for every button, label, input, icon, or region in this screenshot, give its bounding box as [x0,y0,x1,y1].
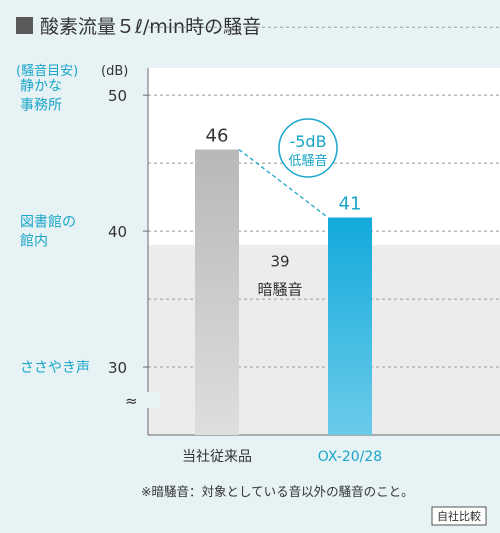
reduction-connector [238,149,329,219]
bar-value-label: 41 [339,194,362,215]
reference-label: 図書館の [20,214,76,231]
bar [328,217,372,435]
footnote: ※暗騒音：対象としている音以外の騒音のこと。 [141,484,414,499]
reduction-caption: 低騒音 [288,153,327,169]
background-noise-value: 39 [270,253,289,271]
bar-value-label: 46 [206,126,229,147]
comparison-badge-box [431,506,487,526]
bar [195,149,239,436]
axis-break-mask [120,392,160,408]
y-tick-labels: 30 40 50 [108,87,127,377]
bars: 46 当社従来品 41 OX-20/28 [182,126,382,465]
axis-break-symbol: ≈ [125,392,138,410]
x-category-label: OX-20/28 [318,449,382,465]
reference-label: 館内 [20,233,48,250]
reduction-badge [278,118,338,178]
background-noise-label: 暗騒音 [257,281,302,299]
y-tick-label: 40 [108,223,127,241]
reference-label: 静かな [20,79,62,95]
comparison-badge: 自社比較 [437,509,481,523]
noise-scale-label: (騒音目安) [16,63,78,79]
y-axis-unit-label: (dB) [101,64,128,79]
reference-label: 事務所 [20,98,62,114]
reduction-amount: -5dB [289,132,326,151]
reference-label: ささやき声 [20,360,90,376]
y-tick-label: 30 [108,359,127,377]
y-tick-label: 50 [108,87,127,105]
title-square-icon [16,17,33,34]
x-category-label: 当社従来品 [182,449,252,465]
